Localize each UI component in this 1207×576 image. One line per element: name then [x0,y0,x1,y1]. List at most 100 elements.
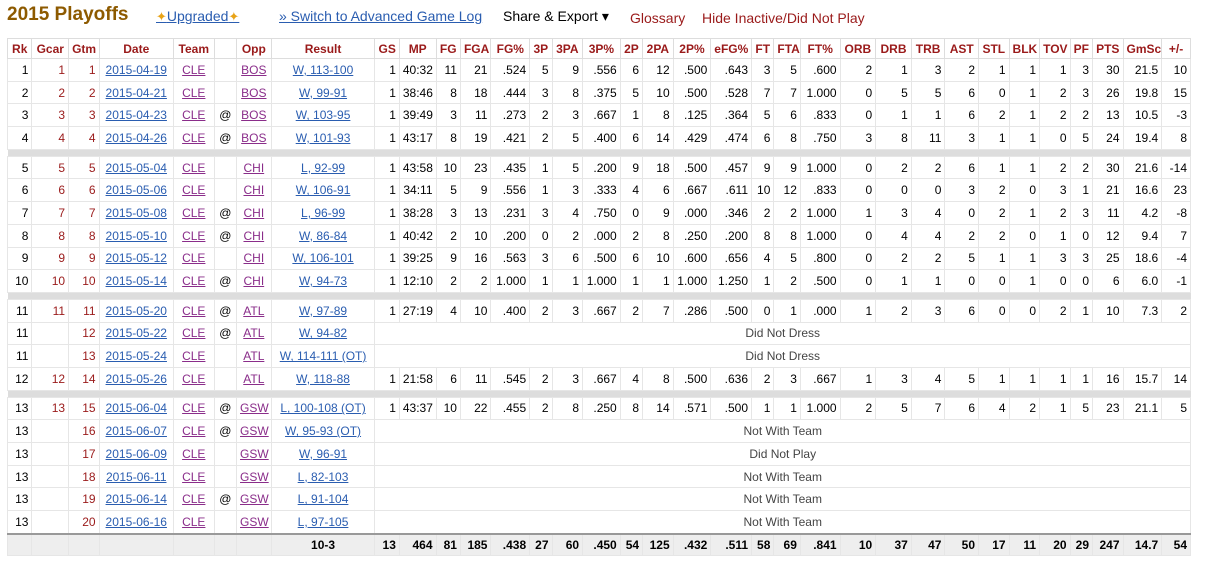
column-header[interactable]: 3P% [582,38,621,59]
hide-inactive-link[interactable]: Hide Inactive/Did Not Play [702,10,865,26]
column-header[interactable]: FGA [459,38,492,59]
boxscore-link[interactable]: W, 96-91 [299,446,348,461]
boxscore-link[interactable]: L, 96-99 [301,205,346,220]
column-header[interactable]: FG% [490,38,531,59]
date-link[interactable]: 2015-06-14 [105,492,167,507]
team-link[interactable]: CLE [182,349,206,364]
column-header[interactable]: MP [398,38,437,59]
share-export-menu[interactable]: Share & Export ▾ [503,8,609,24]
opponent-link[interactable]: BOS [241,108,267,123]
team-link[interactable]: CLE [182,424,206,439]
opponent-link[interactable]: CHI [243,251,265,266]
date-link[interactable]: 2015-05-08 [105,205,167,220]
boxscore-link[interactable]: W, 94-82 [299,326,348,341]
column-header[interactable]: FG [435,38,461,59]
opponent-link[interactable]: CHI [243,274,265,289]
boxscore-link[interactable]: W, 106-101 [292,251,354,266]
column-header[interactable]: TRB [910,38,946,59]
boxscore-link[interactable]: L, 92-99 [301,160,346,175]
column-header[interactable]: FTA [773,38,801,59]
team-link[interactable]: CLE [182,251,206,266]
boxscore-link[interactable]: W, 114-111 (OT) [279,349,367,364]
opponent-link[interactable]: BOS [241,130,267,145]
boxscore-link[interactable]: L, 97-105 [297,514,349,529]
team-link[interactable]: CLE [182,446,206,461]
boxscore-link[interactable]: W, 86-84 [299,228,348,243]
column-header[interactable]: PTS [1092,38,1124,59]
date-link[interactable]: 2015-05-04 [105,160,167,175]
team-link[interactable]: CLE [182,401,206,416]
column-header[interactable]: 2P% [672,38,712,59]
column-header[interactable]: Result [270,38,376,59]
opponent-link[interactable]: CHI [243,228,265,243]
opponent-link[interactable]: GSW [240,446,269,461]
column-header[interactable] [213,38,238,59]
boxscore-link[interactable]: W, 101-93 [295,130,351,145]
opponent-link[interactable]: GSW [240,401,269,416]
team-link[interactable]: CLE [182,160,206,175]
opponent-link[interactable]: BOS [241,85,267,100]
opponent-link[interactable]: CHI [243,205,265,220]
column-header[interactable]: Gcar [31,38,70,59]
upgraded-link[interactable]: ✦Upgraded✦ [156,8,239,25]
team-link[interactable]: CLE [182,371,206,386]
column-header[interactable]: Team [172,38,215,59]
column-header[interactable]: BLK [1008,38,1041,59]
date-link[interactable]: 2015-06-11 [106,469,167,484]
column-header[interactable]: eFG% [710,38,753,59]
boxscore-link[interactable]: W, 106-91 [295,183,351,198]
opponent-link[interactable]: BOS [241,62,267,77]
date-link[interactable]: 2015-06-04 [105,401,167,416]
team-link[interactable]: CLE [182,274,206,289]
column-header[interactable]: DRB [875,38,912,59]
date-link[interactable]: 2015-04-23 [105,108,167,123]
team-link[interactable]: CLE [182,205,206,220]
date-link[interactable]: 2015-04-26 [105,130,167,145]
boxscore-link[interactable]: W, 118-88 [296,371,350,386]
team-link[interactable]: CLE [182,85,206,100]
team-link[interactable]: CLE [182,62,206,77]
column-header[interactable]: 3P [529,38,553,59]
column-header[interactable]: 2PA [642,38,674,59]
opponent-link[interactable]: GSW [240,469,269,484]
column-header[interactable]: GmSc [1122,38,1163,59]
opponent-link[interactable]: ATL [243,349,265,364]
column-header[interactable]: Rk [6,38,33,59]
boxscore-link[interactable]: L, 82-103 [297,469,349,484]
column-header[interactable]: FT% [799,38,841,59]
boxscore-link[interactable]: L, 100-108 (OT) [280,401,366,416]
date-link[interactable]: 2015-06-16 [105,514,167,529]
date-link[interactable]: 2015-05-22 [105,326,167,341]
date-link[interactable]: 2015-05-10 [105,228,167,243]
team-link[interactable]: CLE [182,303,206,318]
date-link[interactable]: 2015-05-24 [105,349,167,364]
date-link[interactable]: 2015-05-12 [105,251,167,266]
column-header[interactable]: +/- [1161,38,1191,59]
column-header[interactable]: ORB [839,38,877,59]
team-link[interactable]: CLE [182,228,206,243]
boxscore-link[interactable]: W, 113-100 [292,62,354,77]
opponent-link[interactable]: CHI [243,160,265,175]
opponent-link[interactable]: ATL [243,303,265,318]
team-link[interactable]: CLE [182,183,206,198]
opponent-link[interactable]: CHI [243,183,265,198]
boxscore-link[interactable]: L, 91-104 [297,492,349,507]
date-link[interactable]: 2015-06-07 [105,424,167,439]
column-header[interactable]: AST [944,38,980,59]
team-link[interactable]: CLE [182,492,206,507]
team-link[interactable]: CLE [182,130,206,145]
team-link[interactable]: CLE [182,108,206,123]
glossary-link[interactable]: Glossary [630,10,686,26]
team-link[interactable]: CLE [182,514,206,529]
date-link[interactable]: 2015-06-09 [105,446,167,461]
date-link[interactable]: 2015-05-26 [105,371,167,386]
boxscore-link[interactable]: W, 94-73 [299,274,348,289]
boxscore-link[interactable]: W, 95-93 (OT) [285,424,362,439]
column-header[interactable]: 2P [619,38,644,59]
date-link[interactable]: 2015-05-06 [105,183,167,198]
opponent-link[interactable]: GSW [240,514,269,529]
date-link[interactable]: 2015-04-21 [105,85,167,100]
column-header[interactable]: PF [1069,38,1094,59]
column-header[interactable]: TOV [1039,38,1071,59]
column-header[interactable]: FT [751,38,775,59]
